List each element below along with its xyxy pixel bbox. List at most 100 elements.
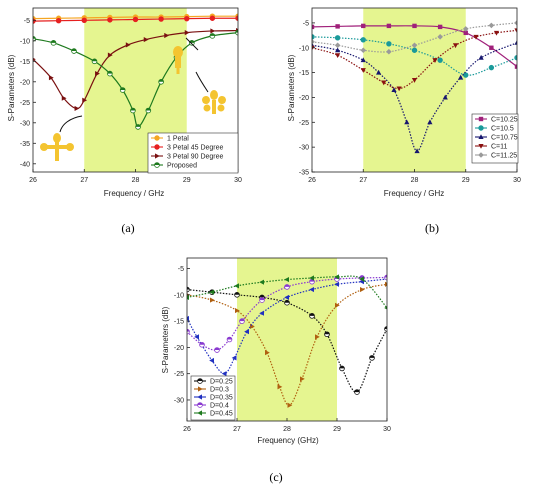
panel-a-yticks: -40 -35 -30 -25 -20 -15 -10 -5 — [20, 18, 36, 168]
y-tick-label: -30 — [20, 120, 30, 127]
data-point-b-4-4 — [411, 42, 418, 49]
data-point-a-1-5 — [158, 16, 164, 22]
data-point-b-0-5 — [437, 24, 443, 30]
data-point-c-3-10 — [384, 274, 387, 281]
data-point-a-3-13 — [235, 29, 238, 36]
y-tick-label: -40 — [20, 161, 30, 168]
data-point-b-0-8 — [514, 64, 517, 69]
data-point-b-1-0 — [312, 34, 315, 40]
legend-label: C=10.75 — [491, 135, 518, 142]
legend-label: Proposed — [167, 163, 197, 170]
data-point-a-3-3 — [91, 58, 98, 65]
data-point-a-2-0 — [33, 57, 36, 61]
x-tick-label: 26 — [183, 426, 191, 433]
data-point-b-3-0 — [312, 45, 315, 51]
data-point-c-4-4 — [284, 276, 289, 283]
panel-a-legend: 1 Petal 3 Petal 45 Degree 3 Petal 90 Degre… — [147, 132, 239, 174]
panel-a-xlabel: Frequency / GHz — [104, 189, 164, 198]
data-point-b-2-3 — [376, 69, 382, 75]
data-point-b-4-3 — [386, 48, 392, 55]
data-point-b-2-7 — [427, 119, 433, 125]
data-point-b-0-7 — [489, 45, 494, 50]
panel-a: 26 27 28 29 30 -40 -35 -30 -25 -20 -15 -10 -5 Frequ… — [7, 7, 242, 235]
data-point-c-1-1 — [210, 297, 215, 303]
panel-b-highlight — [363, 8, 466, 172]
y-tick-label: -15 — [20, 59, 30, 66]
x-tick-label: 27 — [359, 177, 367, 184]
y-tick-label: -10 — [174, 292, 184, 299]
y-tick-label: -30 — [299, 145, 309, 152]
y-tick-label: -20 — [299, 95, 309, 102]
data-point-b-2-6 — [414, 148, 420, 154]
y-tick-label: -5 — [178, 266, 184, 273]
data-point-b-3-5 — [411, 78, 418, 83]
y-tick-label: -25 — [299, 120, 309, 127]
data-point-c-3-6 — [284, 284, 290, 290]
legend-box — [147, 132, 239, 174]
data-point-c-3-2 — [214, 347, 220, 353]
data-point-b-2-5 — [404, 119, 410, 125]
data-point-b-2-11 — [514, 39, 517, 45]
data-point-c-0-5 — [309, 313, 315, 319]
x-tick-label: 27 — [80, 177, 88, 184]
series-line-b-2 — [312, 42, 517, 152]
data-point-b-0-4 — [412, 23, 417, 29]
data-point-c-1-2 — [235, 307, 240, 314]
data-point-b-4-6 — [462, 26, 469, 32]
y-tick-label: -5 — [303, 20, 309, 27]
data-point-a-2-10 — [184, 30, 190, 36]
panel-b-legend: C=10.25 C=10.5 C=10.75 C=11 C=11.25 — [471, 113, 519, 164]
data-point-a-3-2 — [71, 48, 77, 54]
legend-label: D=0.45 — [210, 411, 233, 418]
x-tick-label: 28 — [132, 177, 140, 184]
data-point-b-4-2 — [360, 47, 367, 54]
data-point-a-1-1 — [55, 18, 62, 24]
y-tick-label: -15 — [174, 319, 184, 326]
legend-marker — [155, 153, 160, 159]
series-line-b-1 — [312, 36, 517, 76]
data-point-b-0-3 — [386, 23, 392, 29]
data-point-a-2-2 — [61, 95, 67, 101]
legend-label: C=11 — [491, 144, 508, 151]
data-point-a-2-9 — [164, 32, 170, 39]
data-point-a-2-11 — [210, 28, 216, 34]
x-tick-label: 29 — [462, 177, 470, 184]
panel-b-xlabel: Frequency / GHz — [384, 189, 444, 198]
x-tick-label: 30 — [234, 177, 242, 184]
data-point-c-2-0 — [187, 315, 189, 322]
legend-marker — [154, 135, 160, 141]
data-point-a-3-6 — [130, 107, 136, 114]
data-point-b-3-4 — [396, 86, 402, 92]
series-line-c-4 — [187, 275, 387, 309]
data-point-b-0-1 — [335, 24, 340, 29]
y-tick-label: -35 — [20, 141, 30, 148]
x-tick-label: 29 — [183, 177, 191, 184]
data-point-c-3-4 — [239, 318, 245, 324]
data-point-b-3-2 — [360, 68, 366, 73]
data-point-a-1-7 — [209, 15, 216, 21]
legend-label: C=10.25 — [491, 117, 518, 124]
data-point-b-2-8 — [442, 94, 448, 100]
panel-c-legend: D=0.25D=0.3D=0.35D=0.4D=0.45 — [190, 375, 236, 421]
caption-b: (b) — [425, 221, 439, 235]
data-point-b-1-4 — [411, 47, 418, 53]
data-point-c-4-6 — [334, 274, 339, 280]
x-tick-label: 28 — [283, 426, 291, 433]
data-point-c-2-7 — [284, 294, 289, 301]
antenna-1-petal-icon — [173, 46, 183, 74]
data-point-c-2-9 — [334, 281, 339, 287]
legend-marker — [197, 378, 203, 384]
data-point-a-2-4 — [82, 97, 88, 103]
data-point-b-0-0 — [312, 24, 315, 30]
data-point-c-4-5 — [309, 275, 314, 281]
data-point-b-0-6 — [463, 30, 468, 36]
series-line-c-3 — [187, 276, 387, 351]
panel-b-xticks: 26 27 28 29 30 — [308, 169, 521, 184]
legend-marker — [478, 152, 484, 158]
pointer-line-3 — [59, 115, 83, 133]
y-tick-label: -15 — [299, 70, 309, 77]
data-point-c-3-1 — [199, 341, 205, 348]
data-point-c-0-8 — [354, 389, 360, 395]
panel-a-ylabel: S-Parameters (dB) — [7, 54, 16, 121]
data-point-a-1-2 — [81, 17, 87, 23]
